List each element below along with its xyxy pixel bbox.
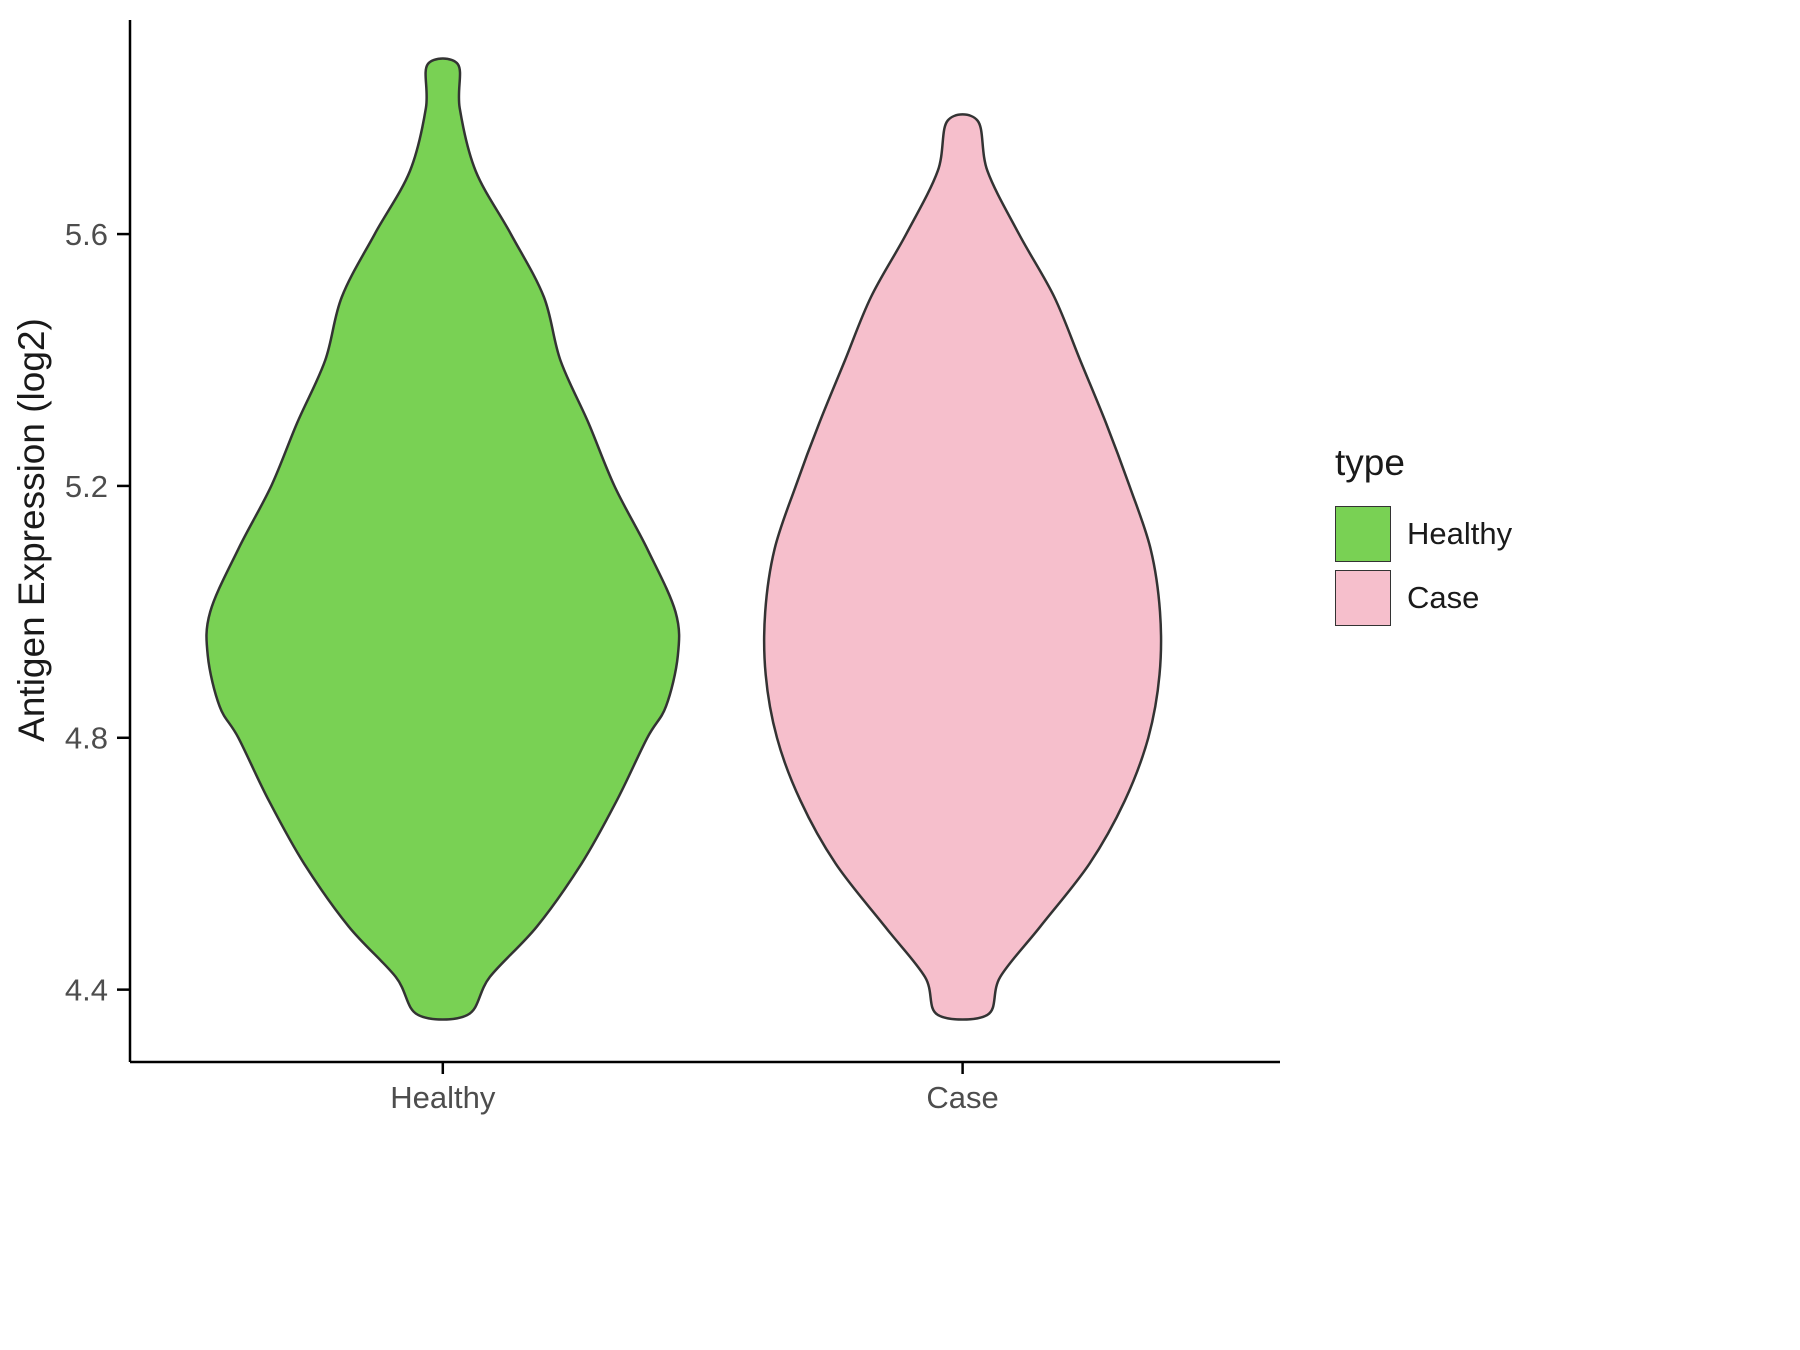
y-axis-title: Antigen Expression (log2) bbox=[11, 318, 52, 742]
y-tick-label: 4.8 bbox=[65, 721, 108, 756]
x-category-label: Healthy bbox=[390, 1080, 496, 1115]
x-category-label: Case bbox=[926, 1080, 998, 1115]
legend-label: Healthy bbox=[1407, 516, 1513, 551]
legend-title: type bbox=[1335, 442, 1405, 483]
legend-entry-healthy: Healthy bbox=[1335, 506, 1512, 562]
legend-label: Case bbox=[1407, 580, 1480, 615]
legend-entry-case: Case bbox=[1335, 570, 1512, 626]
y-tick-label: 5.6 bbox=[65, 217, 108, 252]
y-tick-label: 4.4 bbox=[65, 972, 108, 1007]
axes: 4.4 4.8 5.2 5.6 Healthy Case bbox=[65, 20, 1280, 1115]
y-tick-label: 5.2 bbox=[65, 469, 108, 504]
legend-entries: Healthy Case bbox=[1335, 506, 1512, 634]
legend: type Healthy Case bbox=[1335, 442, 1512, 634]
violin-case bbox=[762, 113, 1163, 1021]
violins bbox=[205, 57, 1163, 1021]
legend-swatch-case bbox=[1335, 570, 1391, 626]
legend-swatch-healthy bbox=[1335, 506, 1391, 562]
violin-healthy bbox=[205, 57, 681, 1021]
